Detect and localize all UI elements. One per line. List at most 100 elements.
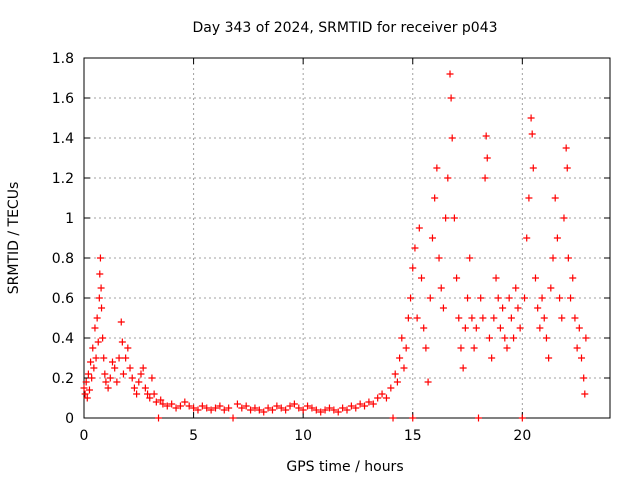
data-point — [91, 324, 99, 332]
data-point — [365, 398, 373, 406]
data-point — [176, 402, 184, 410]
data-point — [455, 314, 463, 322]
data-point — [99, 334, 107, 342]
data-point — [242, 402, 250, 410]
gridlines — [84, 58, 610, 418]
data-point — [382, 394, 390, 402]
data-point — [137, 370, 145, 378]
data-point — [369, 400, 377, 408]
data-point — [330, 406, 338, 414]
data-point — [135, 378, 143, 386]
data-point — [146, 394, 154, 402]
data-point — [100, 354, 108, 362]
data-point — [277, 404, 285, 412]
data-point — [516, 324, 524, 332]
data-point — [133, 390, 141, 398]
data-point — [426, 294, 434, 302]
data-point — [374, 394, 382, 402]
data-point — [437, 284, 445, 292]
data-point — [168, 400, 176, 408]
data-point — [115, 354, 123, 362]
data-point — [448, 134, 456, 142]
data-point — [238, 404, 246, 412]
data-point — [352, 404, 360, 412]
data-point — [126, 364, 134, 372]
y-tick-label: 0.8 — [52, 251, 74, 267]
x-tick-label: 20 — [513, 428, 531, 444]
data-point — [113, 378, 121, 386]
data-point — [90, 364, 98, 372]
data-point — [477, 294, 485, 302]
data-point — [483, 154, 491, 162]
data-point — [479, 314, 487, 322]
data-point — [334, 408, 342, 416]
data-point — [317, 408, 325, 416]
data-point — [312, 406, 320, 414]
data-point — [148, 374, 156, 382]
data-point — [442, 214, 450, 222]
plot-frame — [83, 57, 611, 419]
data-point — [404, 314, 412, 322]
data-point — [563, 164, 571, 172]
data-point — [488, 354, 496, 362]
data-point — [514, 304, 522, 312]
data-point — [580, 374, 588, 382]
data-point — [117, 318, 125, 326]
data-point — [84, 370, 92, 378]
data-point — [433, 164, 441, 172]
y-tick-label: 0 — [65, 411, 74, 427]
data-point — [431, 194, 439, 202]
y-tick-label: 1.6 — [52, 91, 74, 107]
data-point — [95, 294, 103, 302]
data-point — [130, 384, 138, 392]
data-point — [501, 334, 509, 342]
data-point — [104, 384, 112, 392]
data-point — [157, 396, 165, 404]
data-point — [87, 358, 95, 366]
data-point — [393, 378, 401, 386]
data-point — [255, 406, 263, 414]
data-point — [492, 274, 500, 282]
data-point — [118, 338, 126, 346]
data-point — [444, 174, 452, 182]
data-point — [407, 294, 415, 302]
y-tick-label: 0.4 — [52, 331, 74, 347]
data-point — [111, 364, 119, 372]
data-point — [152, 398, 160, 406]
data-point — [387, 384, 395, 392]
data-point — [128, 374, 136, 382]
data-point — [216, 402, 224, 410]
data-point — [190, 404, 198, 412]
data-point — [124, 344, 132, 352]
data-point — [575, 324, 583, 332]
data-point — [119, 370, 127, 378]
data-point — [229, 414, 237, 422]
data-point — [525, 194, 533, 202]
data-point — [391, 370, 399, 378]
data-point — [85, 386, 93, 394]
data-point — [264, 404, 272, 412]
x-axis-label: GPS time / hours — [286, 459, 403, 475]
data-point — [409, 264, 417, 272]
data-point — [457, 344, 465, 352]
data-point — [424, 378, 432, 386]
data-point — [108, 358, 116, 366]
y-tick-label: 0.2 — [52, 371, 74, 387]
data-point — [527, 114, 535, 122]
x-tick-label: 10 — [294, 428, 312, 444]
data-point — [551, 194, 559, 202]
data-point — [468, 314, 476, 322]
data-point — [102, 378, 110, 386]
data-point — [83, 394, 91, 402]
data-point — [411, 244, 419, 252]
data-point — [413, 314, 421, 322]
data-point — [450, 214, 458, 222]
data-point — [398, 334, 406, 342]
data-point — [96, 270, 104, 278]
data-point — [496, 324, 504, 332]
data-point — [569, 274, 577, 282]
data-point — [447, 94, 455, 102]
data-point — [80, 384, 88, 392]
x-tick-label: 0 — [80, 428, 89, 444]
